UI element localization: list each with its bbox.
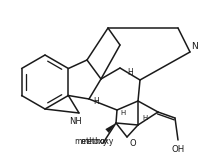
Text: O: O [130,139,136,148]
Text: methoxy: methoxy [80,136,114,145]
Text: OH: OH [171,145,185,155]
Text: H: H [93,97,99,107]
Text: NH: NH [69,117,81,127]
Text: H: H [127,68,133,76]
Text: N: N [192,41,198,51]
Text: H: H [142,115,148,121]
Text: H: H [120,110,126,116]
Text: methoxy: methoxy [74,136,108,145]
Polygon shape [105,123,116,133]
